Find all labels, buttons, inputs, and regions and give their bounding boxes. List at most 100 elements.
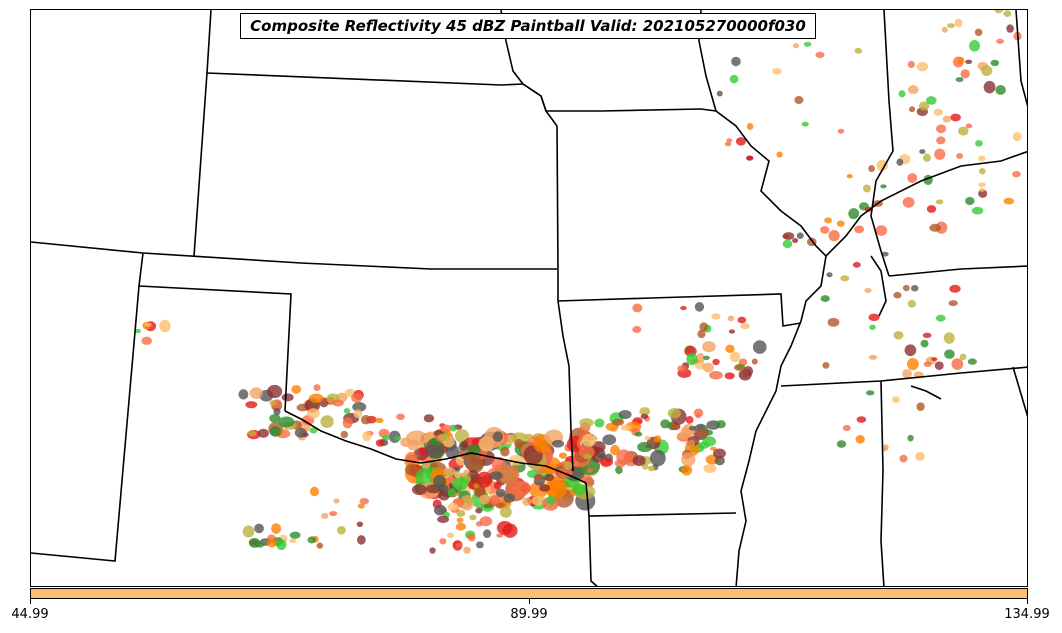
paintball-blob [446,532,455,539]
paintball-blob [332,399,344,407]
paintball-blob [907,434,914,442]
paintball-blob [356,521,364,528]
paintball-blob [965,196,975,206]
paintball-blob [681,464,693,476]
paintball-blob [1003,197,1015,205]
paintball-blob [456,517,464,523]
paintball-blob [639,407,651,416]
paintball-blob [899,454,908,463]
state-border [1012,366,1027,418]
paintball-blob [915,451,926,461]
paintball-blob [141,336,153,345]
paintball-blob [826,272,833,278]
paintball-blob [738,369,752,381]
paintball-blob [479,516,493,527]
paintball-blob [618,409,632,420]
paintball-blob [898,90,906,98]
paintball-blob [680,306,687,311]
paintball-blob [650,449,666,467]
paintball-blob [726,138,733,143]
paintball-blob [702,436,717,447]
colorbar-tick-label: 89.99 [510,607,548,622]
paintball-blob [792,238,799,244]
paintball-blob [522,497,532,506]
paintball-blob [979,167,986,175]
paintball-blob [837,128,845,134]
paintball-blob [978,188,986,192]
paintball-blob [948,300,958,307]
paintball-blob [923,361,932,367]
paintball-blob [866,390,875,396]
paintball-blob [316,542,324,549]
paintball-blob [1003,10,1012,17]
paintball-blob [1012,171,1021,178]
paintball-blob [294,427,307,438]
paintball-blob [975,140,983,147]
paintball-blob [955,77,964,83]
paintball-blob [637,441,653,453]
paintball-blob [686,353,698,366]
state-border [31,252,144,562]
paintball-blob [836,440,847,448]
paintball-blob [514,438,524,448]
paintball-blob [496,533,504,538]
state-border [588,515,598,586]
paintball-blob [396,413,405,421]
state-border [31,241,557,270]
paintball-blob [782,239,793,249]
paintball-blob [271,523,282,534]
paintball-blob [394,436,402,441]
paintball-blob [688,426,697,431]
colorbar-tick [529,599,530,604]
paintball-blob [255,542,264,548]
paintball-blob [978,155,986,162]
paintball-blob [828,229,840,242]
paintball-blob [581,433,596,448]
paintball-blob [533,473,543,481]
paintball-blob [289,538,297,543]
paintball-blob [944,349,955,359]
paintball-blob [343,408,351,414]
paintball-blob [375,417,384,424]
paintball-blob [467,533,476,542]
paintball-blob [1006,24,1014,33]
paintball-blob [489,471,503,480]
paintball-blob [893,330,904,340]
paintball-blob [440,424,452,433]
paintball-blob [994,10,1004,14]
paintball-blob [266,384,283,399]
paintball-blob [702,362,714,373]
paintball-blob [439,538,447,545]
paintball-blob [610,444,620,456]
paintball-blob [935,124,947,134]
paintball-blob [489,495,501,505]
paintball-blob [378,428,390,438]
paintball-blob [500,446,510,457]
paintball-blob [437,484,448,492]
state-border [585,482,737,517]
paintball-blob [836,220,845,227]
paintball-blob [614,459,627,468]
paintball-blob [902,284,910,292]
paintball-blob [476,471,492,488]
paintball-blob [321,512,329,520]
paintball-blob [641,463,649,470]
river-border [910,385,942,400]
paintball-blob [702,341,716,353]
paintball-blob [840,275,850,282]
paintball-blob [404,463,419,476]
paintball-blob [907,85,919,95]
paintball-blob [869,324,876,330]
paintball-blob [864,287,872,293]
paintball-blob [159,319,171,333]
paintball-blob [269,414,281,423]
map-panel [30,9,1028,587]
river-border [870,255,887,317]
paintball-blob [794,96,804,105]
paintball-blob [257,428,269,438]
paintball-blob [602,434,617,446]
paintball-blob [974,28,983,37]
paintball-blob [357,503,365,509]
paintball-blob [908,106,916,113]
state-border [1015,10,1027,107]
